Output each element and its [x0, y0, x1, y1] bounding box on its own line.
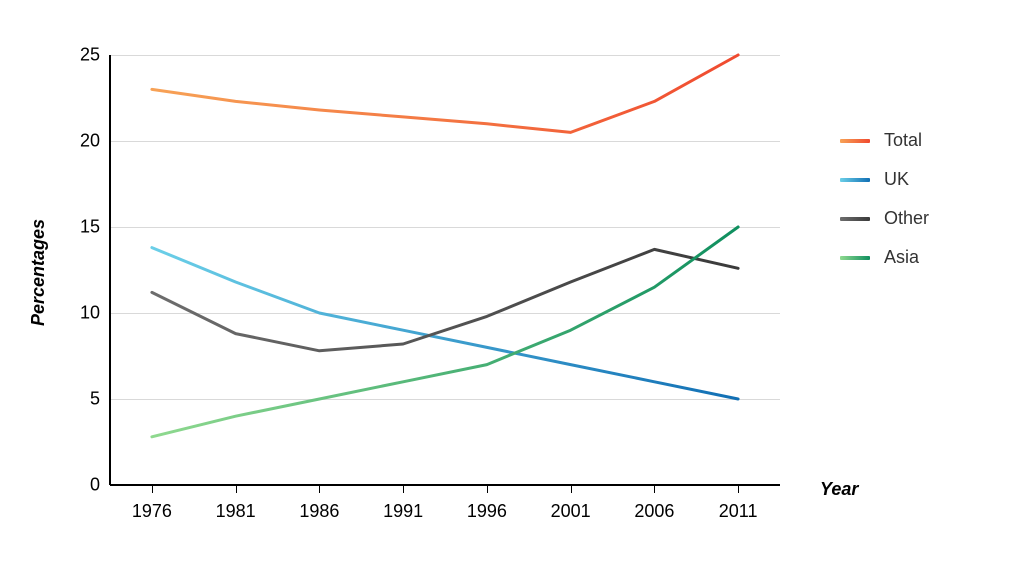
legend-label: Asia — [884, 247, 919, 268]
x-axis-title: Year — [820, 479, 858, 500]
legend-swatch — [840, 178, 870, 182]
chart-page: { "chart": { "type": "line", "background… — [0, 0, 1026, 584]
series-line-other — [152, 249, 738, 350]
legend-item-other: Other — [840, 208, 929, 229]
legend-swatch — [840, 139, 870, 143]
series-line-asia — [152, 227, 738, 437]
legend-label: Other — [884, 208, 929, 229]
legend-label: UK — [884, 169, 909, 190]
legend-item-uk: UK — [840, 169, 929, 190]
line-chart: 0510152025197619811986199119962001200620… — [0, 0, 1026, 584]
legend-swatch — [840, 256, 870, 260]
legend-swatch — [840, 217, 870, 221]
series-line-total — [152, 55, 738, 132]
series-line-uk — [152, 248, 738, 399]
legend-item-total: Total — [840, 130, 929, 151]
series-lines — [0, 0, 1026, 584]
legend-label: Total — [884, 130, 922, 151]
legend-item-asia: Asia — [840, 247, 929, 268]
y-axis-title: Percentages — [28, 219, 49, 326]
legend: Total UK Other Asia — [840, 130, 929, 286]
